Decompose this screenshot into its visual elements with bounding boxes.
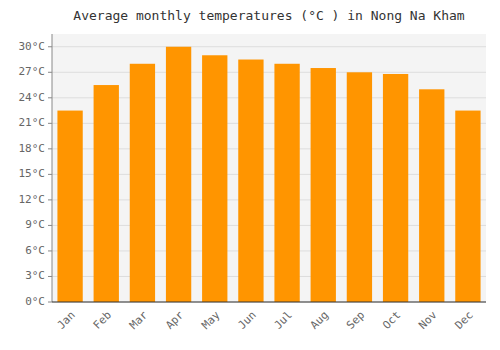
chart-container: 0°C 3°C 6°C 9°C 12°C 15°C 18°C 21°C 24°C 27°C 30°C… (0, 0, 500, 350)
y-tick-label: 0°C (25, 295, 45, 308)
y-tick (48, 302, 52, 303)
x-axis: Jan Feb Mar Apr May Jun Jul Aug Sep Oct Nov Dec (52, 302, 486, 332)
y-tick (48, 276, 52, 277)
y-axis-line (52, 34, 53, 302)
grid-line (52, 72, 486, 73)
y-tick (48, 174, 52, 175)
y-tick (48, 148, 52, 149)
x-tick-label: Sep (344, 309, 367, 332)
y-tick (48, 250, 52, 251)
x-tick-label: Apr (163, 308, 187, 332)
y-tick-label: 15°C (19, 167, 46, 180)
y-tick-label: 12°C (19, 193, 46, 206)
bar (202, 55, 227, 302)
bar (94, 85, 119, 302)
x-tick-label: Jul (272, 309, 295, 332)
y-tick-label: 18°C (19, 142, 46, 155)
x-tick-label: Jan (55, 309, 78, 332)
y-axis: 0°C 3°C 6°C 9°C 12°C 15°C 18°C 21°C 24°C 27°C 30°C (19, 34, 53, 308)
y-tick-label: 6°C (25, 244, 45, 257)
bar (455, 111, 480, 302)
chart-title: Average monthly temperatures (°C ) in No… (73, 8, 465, 23)
x-tick-label: Dec (452, 309, 475, 332)
x-tick-label: Feb (91, 309, 114, 332)
bar (166, 47, 191, 302)
x-tick-label: Jun (235, 309, 258, 332)
grid (52, 47, 486, 302)
x-tick-label: May (199, 308, 223, 332)
y-tick-label: 9°C (25, 218, 45, 231)
bar (383, 74, 408, 302)
y-tick (48, 97, 52, 98)
grid-line (52, 46, 486, 47)
x-tick-label: Oct (380, 309, 403, 332)
bar (347, 72, 372, 302)
bar (238, 60, 263, 302)
y-tick-label: 24°C (19, 91, 46, 104)
chart-svg: 0°C 3°C 6°C 9°C 12°C 15°C 18°C 21°C 24°C 27°C 30°C… (0, 0, 500, 350)
bar (57, 111, 82, 302)
y-tick-label: 27°C (19, 65, 46, 78)
x-tick-label: Mar (127, 308, 151, 332)
y-tick (48, 199, 52, 200)
bar (419, 89, 444, 302)
y-tick-label: 21°C (19, 116, 46, 129)
y-tick (48, 46, 52, 47)
y-tick (48, 225, 52, 226)
y-tick (48, 72, 52, 73)
x-tick-label: Aug (308, 309, 331, 332)
y-tick-label: 3°C (25, 269, 45, 282)
bar (274, 64, 299, 302)
bar (130, 64, 155, 302)
y-tick-label: 30°C (19, 40, 46, 53)
bars (57, 47, 480, 302)
y-tick (48, 123, 52, 124)
grid-line (52, 302, 486, 303)
plot-background (52, 34, 486, 302)
bar (311, 68, 336, 302)
x-axis-line (52, 302, 486, 303)
x-tick-label: Nov (416, 308, 440, 332)
